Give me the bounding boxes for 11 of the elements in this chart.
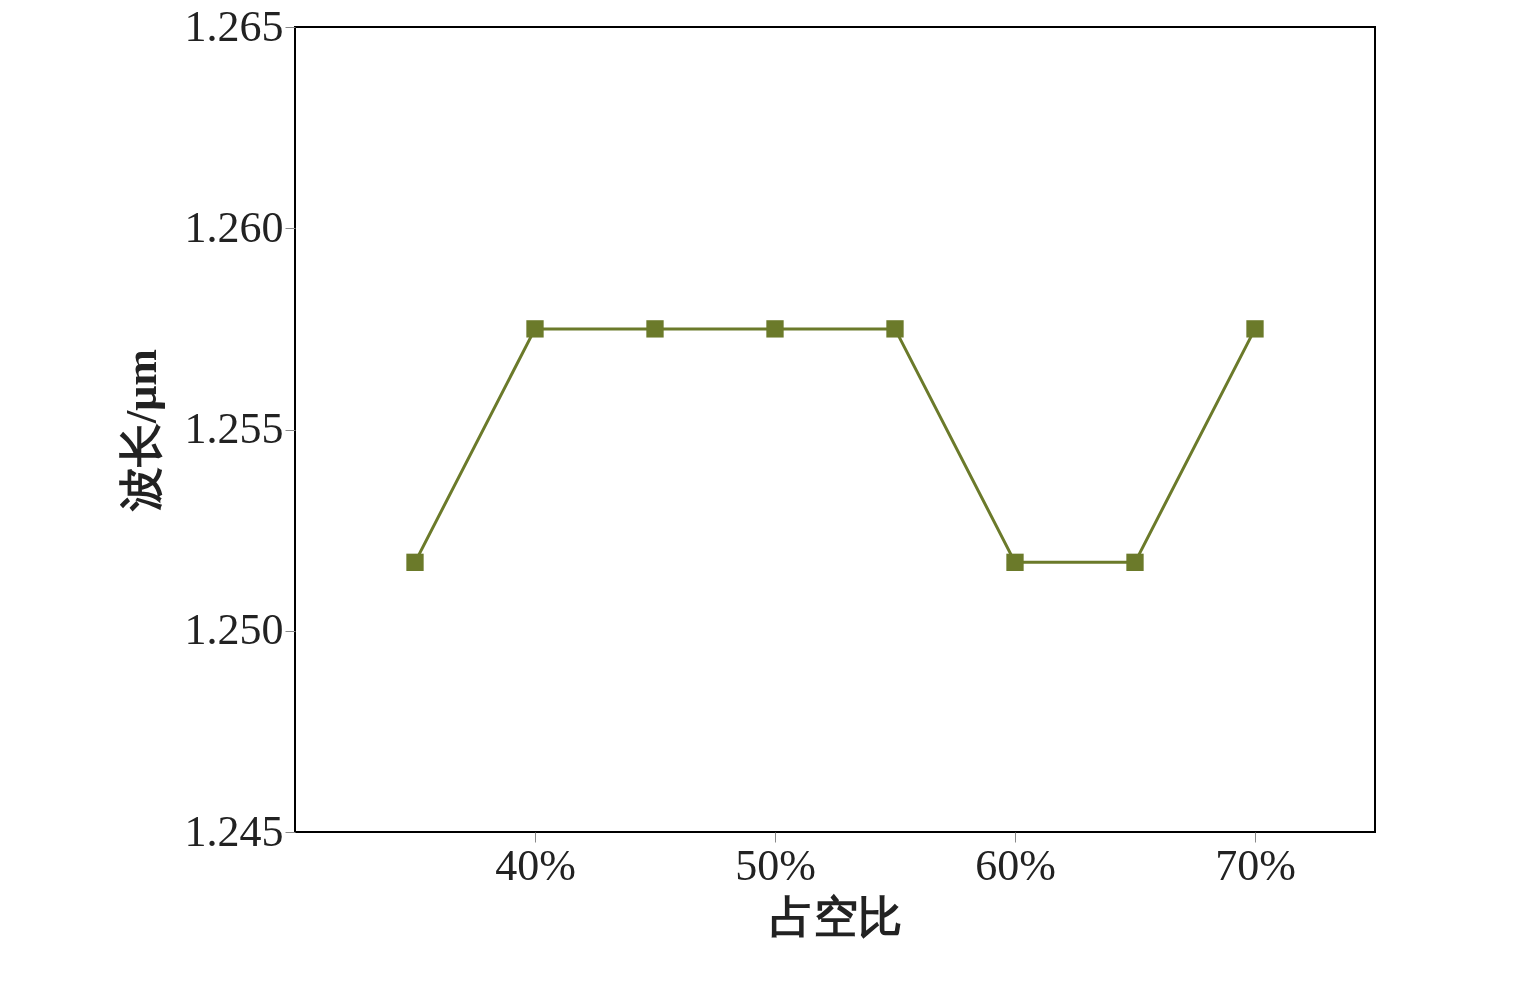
x-tick-label: 50% — [735, 840, 816, 890]
x-tick-label: 40% — [495, 840, 576, 890]
y-axis-title: 波长/μm — [116, 349, 166, 512]
x-axis-title: 占空比 — [769, 892, 902, 942]
x-tick-label: 60% — [975, 840, 1056, 890]
y-tick-label: 1.250 — [184, 605, 284, 655]
y-tick-label: 1.255 — [184, 404, 284, 453]
x-tick-label: 70% — [1215, 840, 1296, 890]
y-tick-label: 1.260 — [184, 202, 284, 252]
y-tick-label: 1.245 — [184, 806, 284, 856]
y-tick-label: 1.265 — [184, 1, 284, 51]
